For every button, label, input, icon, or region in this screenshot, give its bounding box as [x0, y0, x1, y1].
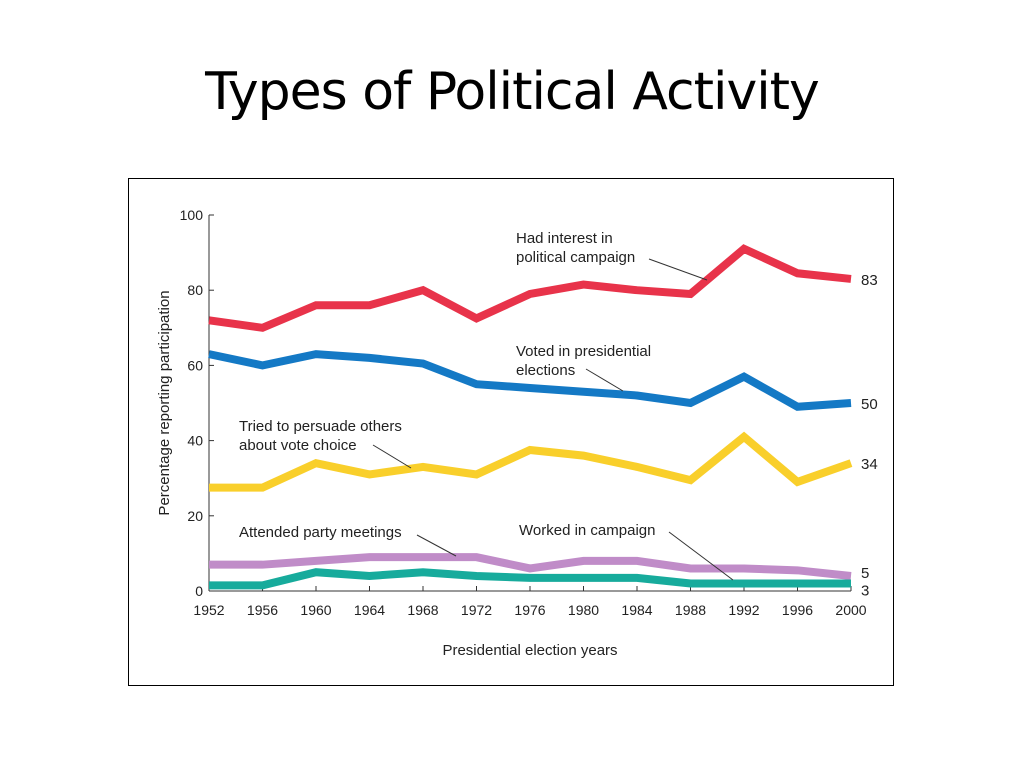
annotation-persuade-line-2: about vote choice: [239, 437, 357, 454]
x-tick-label-1992: 1992: [728, 602, 759, 618]
x-axis-title: Presidential election years: [442, 642, 617, 659]
x-tick-label-1988: 1988: [675, 602, 706, 618]
x-tick-label-1980: 1980: [568, 602, 599, 618]
x-tick-label-1996: 1996: [782, 602, 813, 618]
end-label-worked: 3: [861, 582, 869, 599]
x-tick-label-1956: 1956: [247, 602, 278, 618]
y-tick-label-40: 40: [187, 433, 203, 449]
x-tick-label-1972: 1972: [461, 602, 492, 618]
line-chart: 0 20 40 60 80 100 1952 1956 1960 1964 1968 1972 1976…: [156, 207, 878, 659]
series-line-meetings: [209, 553, 852, 580]
annotation-voted-line-2: elections: [516, 362, 575, 379]
annotation-interest-line-1: Had interest in: [516, 230, 613, 247]
x-tick-label-1968: 1968: [407, 602, 438, 618]
slide-title: Types of Political Activity: [205, 62, 820, 122]
end-label-persuade: 34: [861, 456, 878, 473]
series-line-voted: [208, 350, 852, 411]
y-tick-label-100: 100: [180, 207, 204, 223]
annotation-persuade-line-1: Tried to persuade others: [239, 418, 402, 435]
series-line-interest: [208, 244, 852, 332]
annotation-meetings-line-1: Attended party meetings: [239, 524, 402, 541]
y-axis-title: Percentage reporting participation: [156, 290, 173, 515]
x-tick-label-2000: 2000: [835, 602, 866, 618]
series-line-persuade: [209, 431, 853, 492]
x-tick-label-1952: 1952: [193, 602, 224, 618]
x-tick-label-1976: 1976: [514, 602, 545, 618]
annotation-leader-meetings: [416, 534, 457, 557]
annotation-leader-interest: [648, 258, 708, 281]
y-tick-label-20: 20: [187, 508, 203, 524]
series-line-worked: [209, 568, 851, 590]
x-tick-label-1984: 1984: [621, 602, 652, 618]
y-tick-label-60: 60: [187, 357, 203, 373]
annotation-voted-line-1: Voted in presidential: [516, 343, 651, 360]
chart-frame: 0 20 40 60 80 100 1952 1956 1960 1964 1968 1972 1976…: [128, 178, 894, 686]
end-label-voted: 50: [861, 396, 878, 413]
x-tick-label-1960: 1960: [300, 602, 331, 618]
annotation-worked-line-1: Worked in campaign: [519, 522, 655, 539]
y-tick-label-80: 80: [187, 282, 203, 298]
x-tick-label-1964: 1964: [354, 602, 385, 618]
annotation-leader-worked: [668, 531, 734, 581]
annotation-leader-persuade: [372, 444, 412, 469]
end-label-interest: 83: [861, 272, 878, 289]
annotation-interest-line-2: political campaign: [516, 249, 635, 266]
annotation-leader-voted: [585, 368, 624, 392]
end-label-meetings: 5: [861, 565, 869, 582]
y-tick-label-0: 0: [195, 583, 203, 599]
